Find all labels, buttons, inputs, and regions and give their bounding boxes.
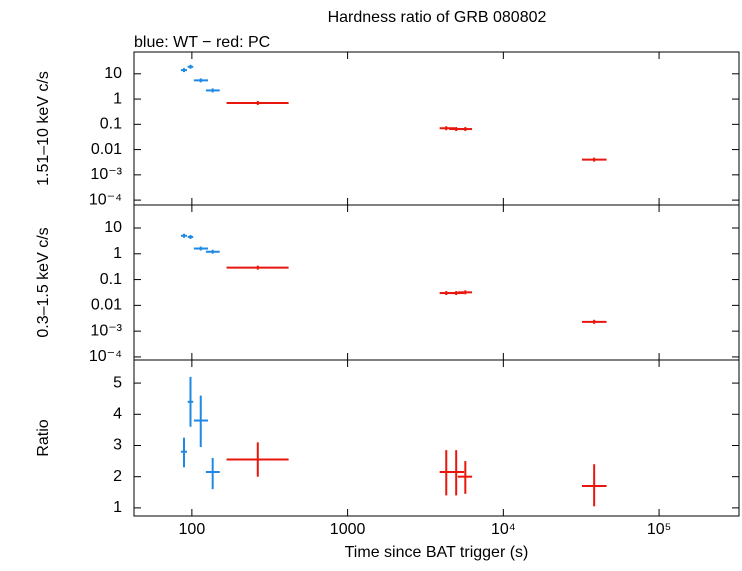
plot-frame (133, 359, 740, 517)
y-tick-label: 10 (104, 219, 122, 236)
y-tick-label: 10⁻⁴ (89, 348, 122, 365)
y-axis-label: 1.51–10 keV c/s (35, 71, 52, 186)
plot-frame (133, 204, 740, 361)
y-tick-label: 1 (113, 499, 122, 516)
x-axis-label: Time since BAT trigger (s) (345, 544, 529, 561)
y-axis-label: Ratio (35, 419, 52, 456)
y-tick-label: 0.1 (100, 116, 122, 133)
y-tick-label: 10⁻³ (90, 166, 122, 183)
chart-title: Hardness ratio of GRB 080802 (328, 9, 547, 26)
y-tick-label: 10⁻³ (90, 322, 122, 339)
y-tick-label: 0.01 (91, 297, 122, 314)
y-axis-label: 0.3–1.5 keV c/s (35, 227, 52, 337)
x-tick-label: 10⁵ (647, 521, 671, 538)
y-tick-label: 0.1 (100, 271, 122, 288)
x-tick-label: 100 (179, 521, 206, 538)
y-tick-label: 3 (113, 437, 122, 454)
x-tick-label: 1000 (330, 521, 366, 538)
y-tick-label: 1 (113, 245, 122, 262)
y-tick-label: 10⁻⁴ (89, 191, 122, 208)
plot-frame (133, 51, 740, 206)
x-tick-label: 10⁴ (491, 521, 516, 538)
y-tick-label: 2 (113, 468, 122, 485)
y-tick-label: 4 (113, 406, 122, 423)
y-tick-label: 0.01 (91, 141, 122, 158)
y-tick-label: 1 (113, 90, 122, 107)
y-tick-label: 5 (113, 374, 122, 391)
chart-subtitle: blue: WT − red: PC (134, 34, 270, 51)
y-tick-label: 10 (104, 65, 122, 82)
